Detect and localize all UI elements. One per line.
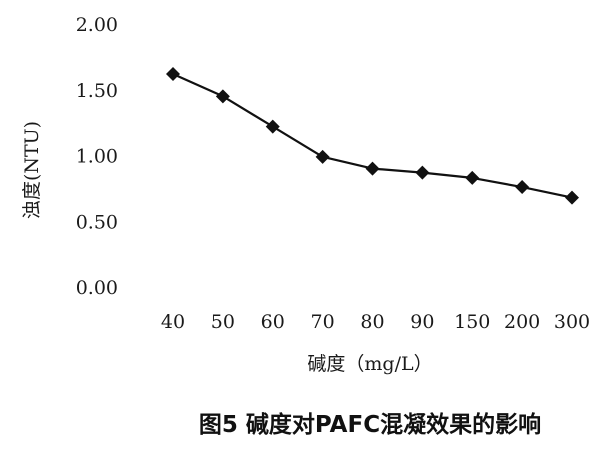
data-point-marker — [565, 190, 579, 205]
data-point-marker — [215, 89, 230, 104]
chart-caption: 图5 碱度对PAFC混凝效果的影响 — [199, 411, 541, 438]
data-point-marker — [465, 170, 480, 185]
data-point-marker — [415, 165, 430, 180]
x-axis-tick-labels: 40 50 60 70 80 90 150 200 300 — [161, 311, 590, 333]
x-axis-label: 碱度（mg/L） — [307, 353, 432, 375]
data-markers — [166, 66, 579, 205]
series-line — [172, 72, 573, 199]
y-axis-tick-labels: 0.00 0.50 1.00 1.50 2.00 — [76, 14, 118, 299]
y-tick-label: 1.00 — [76, 146, 118, 168]
data-point-marker — [515, 180, 530, 195]
x-tick-label: 200 — [504, 311, 540, 333]
x-tick-label: 70 — [311, 311, 335, 333]
x-tick-label: 40 — [161, 311, 185, 333]
y-tick-label: 2.00 — [76, 14, 118, 36]
x-tick-label: 80 — [360, 311, 384, 333]
data-point-marker — [365, 161, 380, 176]
x-tick-label: 150 — [454, 311, 490, 333]
y-tick-label: 1.50 — [76, 80, 118, 102]
x-tick-label: 300 — [554, 311, 590, 333]
data-point-marker — [315, 149, 330, 164]
data-point-marker — [265, 119, 280, 134]
x-tick-label: 50 — [211, 311, 235, 333]
y-tick-label: 0.00 — [76, 277, 118, 299]
y-tick-label: 0.50 — [76, 211, 118, 233]
x-tick-label: 90 — [410, 311, 434, 333]
y-axis-label: 浊度(NTU) — [21, 121, 43, 219]
x-tick-label: 60 — [261, 311, 285, 333]
data-point-marker — [166, 66, 180, 81]
